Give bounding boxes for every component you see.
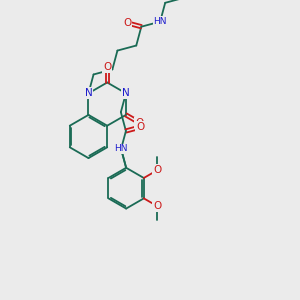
Text: O: O bbox=[153, 201, 161, 211]
Text: O: O bbox=[103, 62, 111, 72]
Text: HN: HN bbox=[153, 17, 167, 26]
Text: O: O bbox=[135, 118, 143, 128]
Text: N: N bbox=[122, 88, 130, 98]
Text: O: O bbox=[123, 18, 131, 28]
Text: O: O bbox=[153, 165, 161, 175]
Text: O: O bbox=[136, 122, 145, 132]
Text: HN: HN bbox=[114, 144, 128, 153]
Text: N: N bbox=[85, 88, 92, 98]
